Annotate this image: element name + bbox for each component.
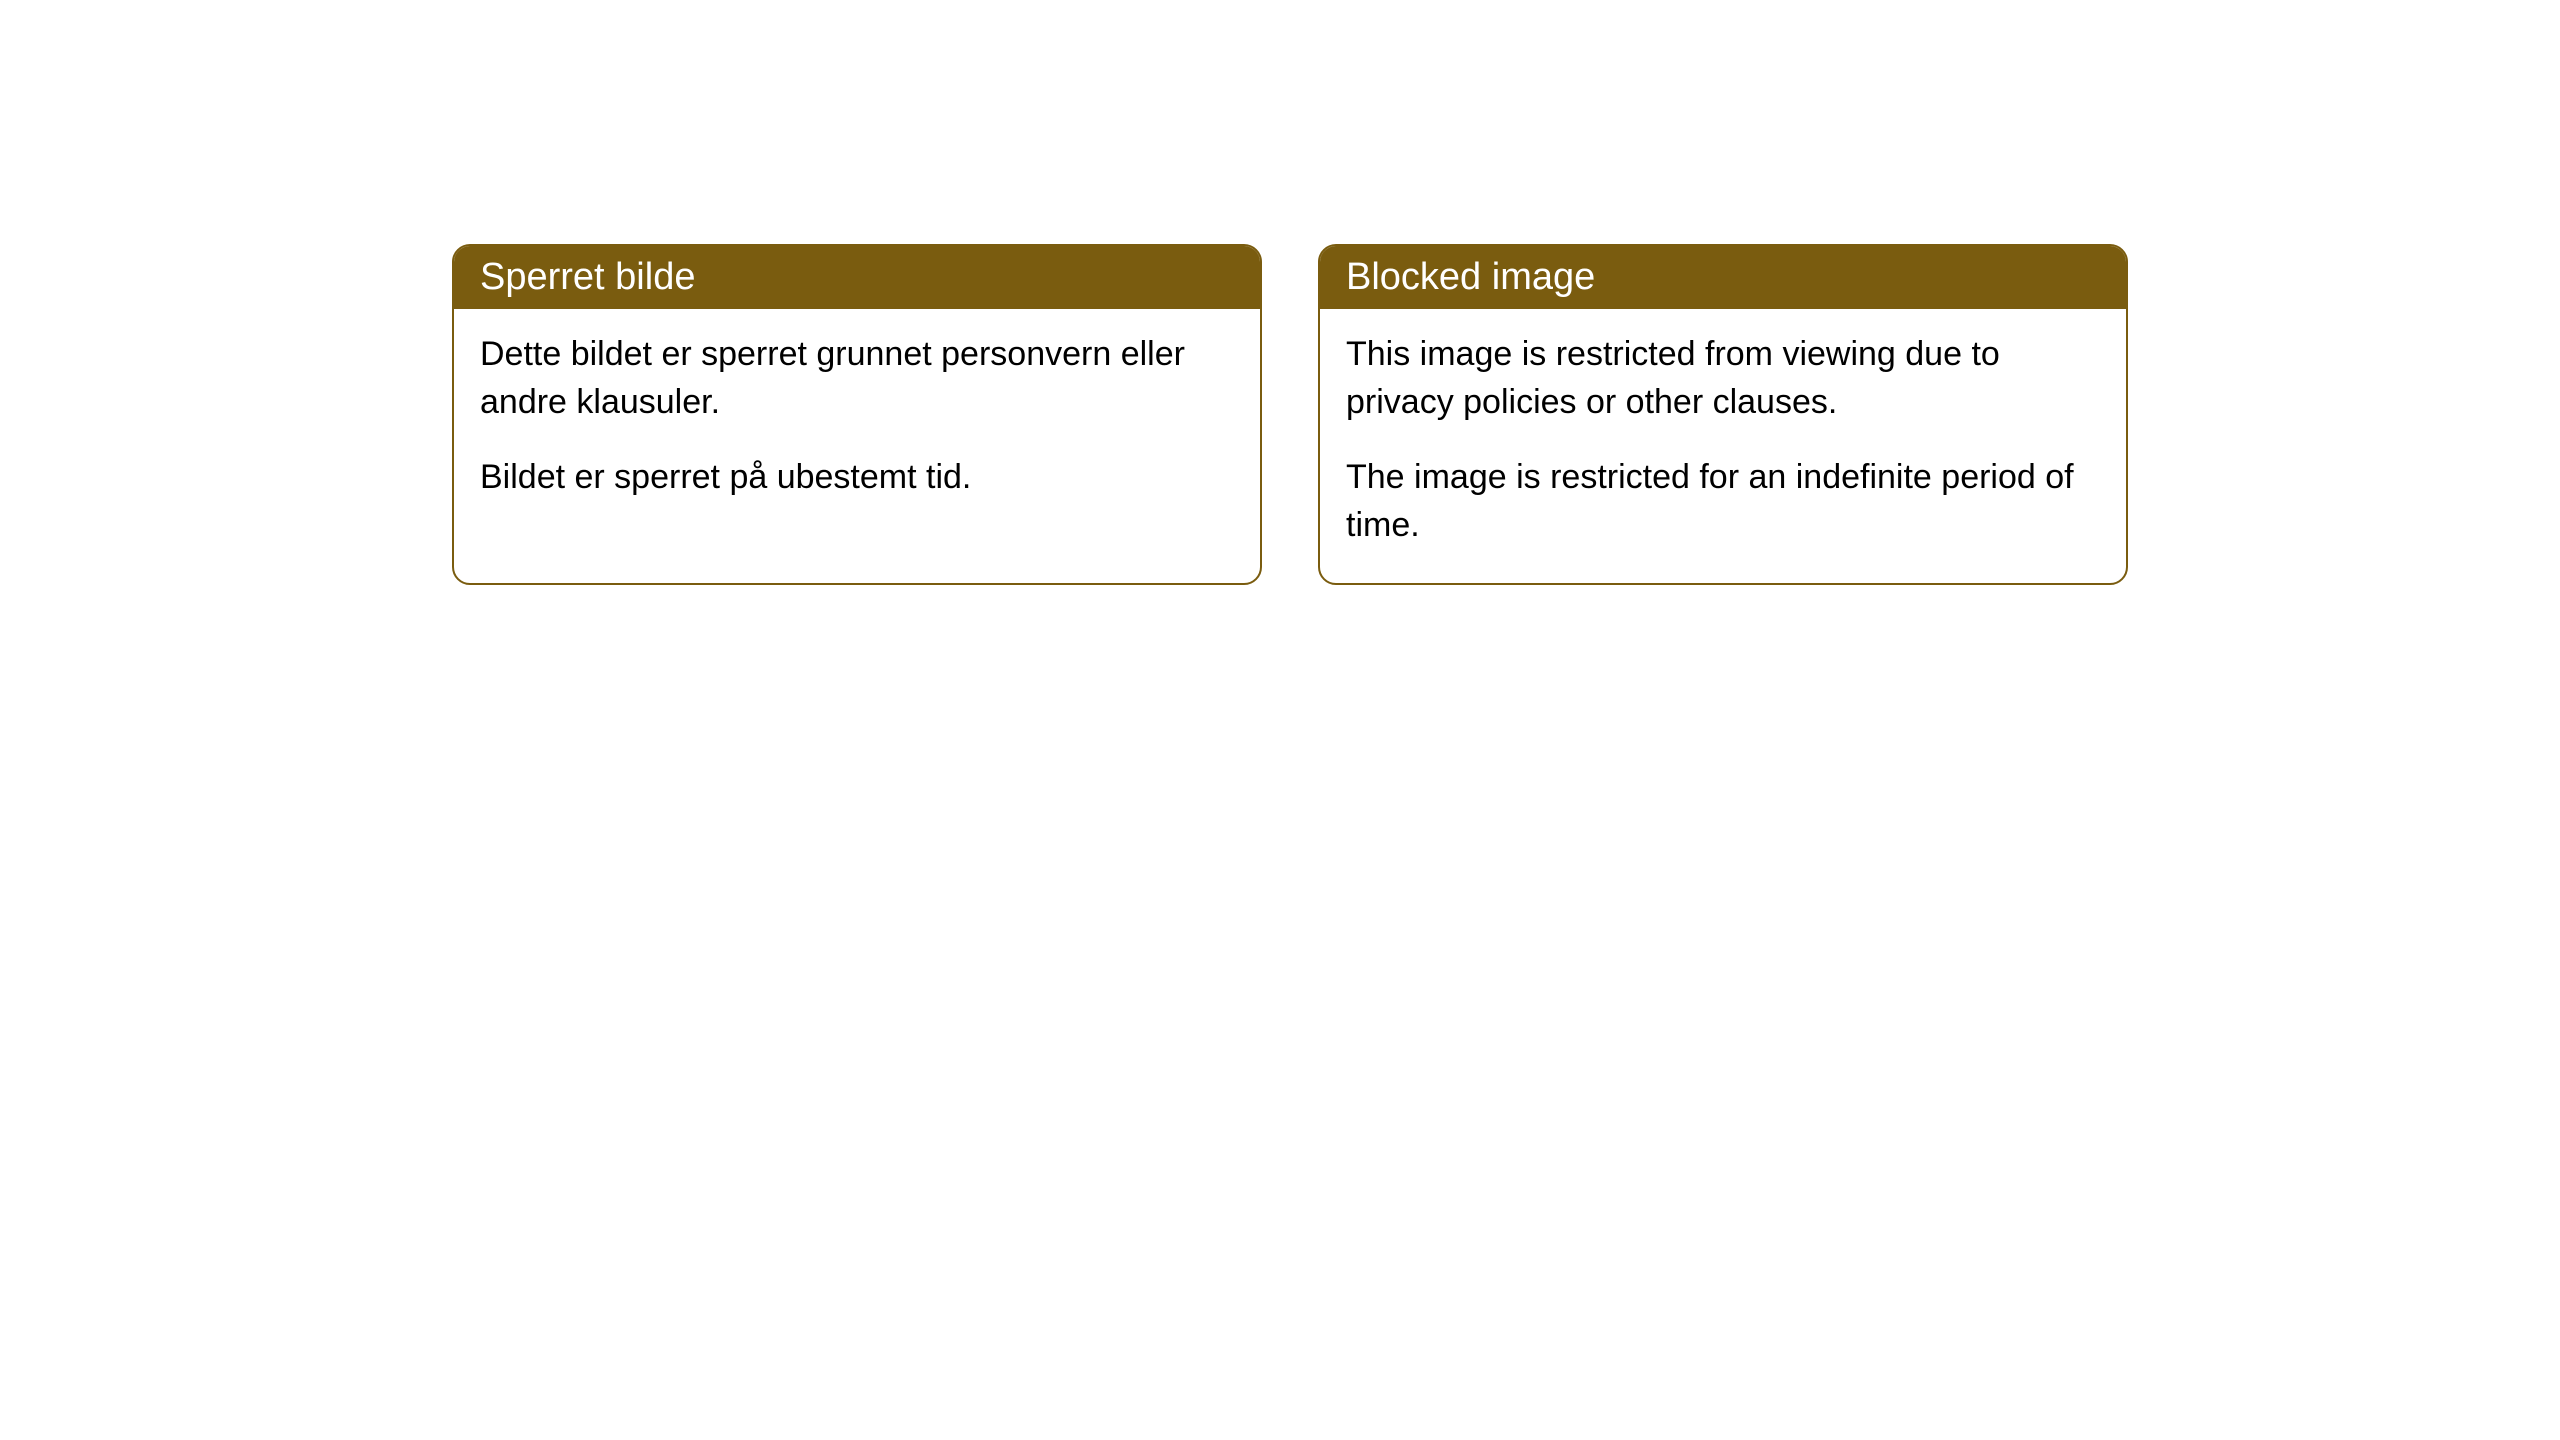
card-body-norwegian: Dette bildet er sperret grunnet personve… [454, 309, 1260, 536]
card-paragraph1-norwegian: Dette bildet er sperret grunnet personve… [480, 331, 1234, 426]
card-paragraph1-english: This image is restricted from viewing du… [1346, 331, 2100, 426]
card-paragraph2-english: The image is restricted for an indefinit… [1346, 454, 2100, 549]
card-paragraph2-norwegian: Bildet er sperret på ubestemt tid. [480, 454, 1234, 502]
cards-container: Sperret bilde Dette bildet er sperret gr… [452, 244, 2128, 585]
card-header-english: Blocked image [1320, 246, 2126, 309]
card-norwegian: Sperret bilde Dette bildet er sperret gr… [452, 244, 1262, 585]
card-title-english: Blocked image [1346, 256, 1595, 298]
card-english: Blocked image This image is restricted f… [1318, 244, 2128, 585]
card-header-norwegian: Sperret bilde [454, 246, 1260, 309]
card-title-norwegian: Sperret bilde [480, 256, 695, 298]
card-body-english: This image is restricted from viewing du… [1320, 309, 2126, 583]
